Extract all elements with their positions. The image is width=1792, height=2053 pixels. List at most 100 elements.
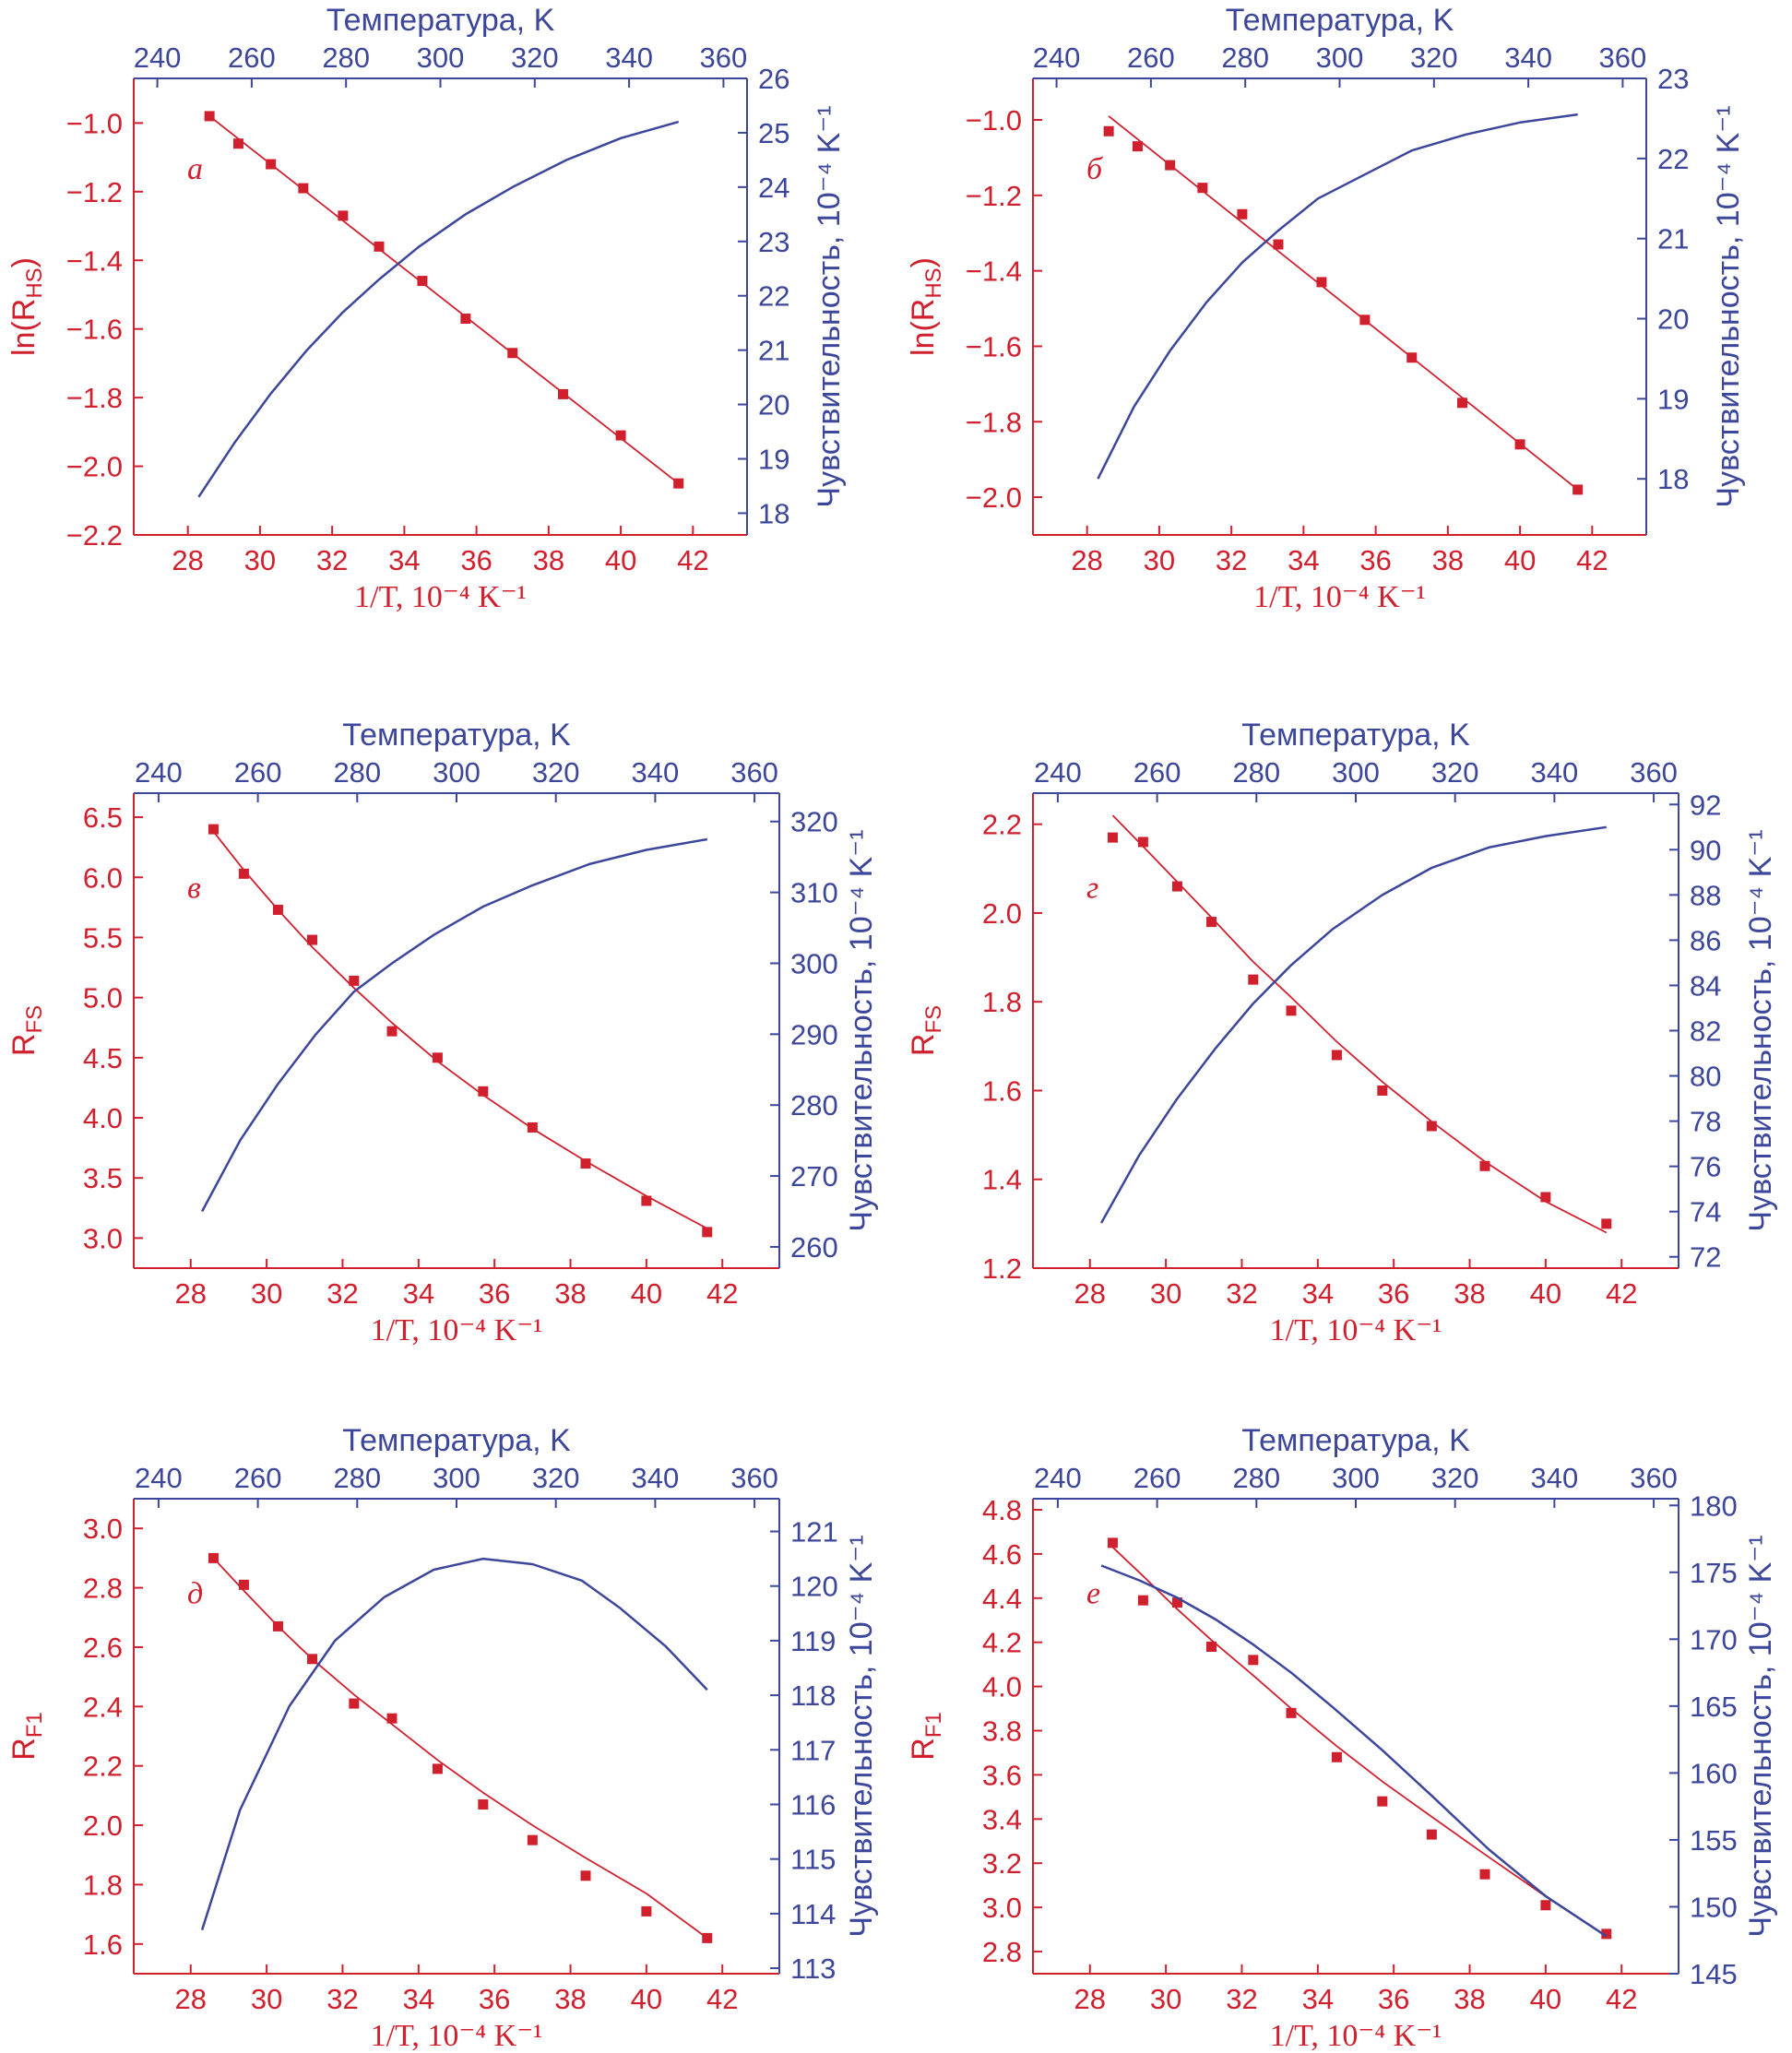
y-tick-label: −1.6 <box>966 330 1022 362</box>
x2-tick-label: 260 <box>1133 756 1181 789</box>
top-axis-title: Температура, K <box>326 3 555 38</box>
fit-curve <box>1108 115 1579 491</box>
y-tick-label: 1.2 <box>982 1252 1022 1285</box>
y-axis-title-main: R <box>906 1034 941 1057</box>
y2-tick-label: 25 <box>758 117 789 149</box>
data-point <box>1103 125 1114 136</box>
y-tick-label: 3.2 <box>982 1847 1022 1880</box>
panel-letter: е <box>1086 1576 1100 1610</box>
y2-tick-label: 165 <box>1690 1691 1738 1723</box>
x-tick-label: 40 <box>1530 1277 1561 1310</box>
y-axis-title: RF1 <box>906 1712 946 1761</box>
y-axis-title: ln(RHS) <box>906 257 946 356</box>
y2-tick-label: 22 <box>1657 143 1689 175</box>
y2-axis-title: Чувствительность, 10⁻⁴ K⁻¹ <box>1711 105 1746 507</box>
y-tick-label: 2.0 <box>982 897 1022 930</box>
y2-tick-label: 121 <box>790 1516 838 1549</box>
data-point <box>1479 1869 1490 1880</box>
x-tick-label: 42 <box>677 544 708 576</box>
data-point <box>1426 1829 1437 1840</box>
x-tick-label: 30 <box>1144 544 1175 576</box>
x2-tick-label: 240 <box>1034 1462 1082 1494</box>
x2-tick-label: 360 <box>700 42 748 74</box>
data-point <box>238 1579 249 1590</box>
y2-tick-label: 20 <box>758 389 789 421</box>
x-tick-label: 30 <box>244 544 276 576</box>
x2-tick-label: 300 <box>433 756 481 789</box>
x-tick-label: 42 <box>706 1277 738 1310</box>
data-point <box>1132 141 1143 152</box>
y2-tick-label: 150 <box>1690 1891 1738 1923</box>
x2-tick-label: 320 <box>511 42 559 74</box>
y-tick-label: −1.4 <box>66 244 123 277</box>
data-point <box>208 824 219 835</box>
x-tick-label: 28 <box>175 1277 207 1310</box>
y2-tick-label: 280 <box>790 1089 838 1121</box>
y2-axis-title: Чувствительность, 10⁻⁴ K⁻¹ <box>812 105 847 507</box>
data-point <box>1206 1641 1217 1652</box>
x-tick-label: 36 <box>1378 1983 1409 2015</box>
x-axis-title: 1/T, 10⁻⁴ K⁻¹ <box>1270 1313 1442 1347</box>
x2-tick-label: 260 <box>234 1462 282 1494</box>
y-tick-label: −1.8 <box>66 382 123 414</box>
x-tick-label: 30 <box>251 1983 282 2015</box>
x-tick-label: 34 <box>1302 1983 1334 2015</box>
panel-letter: г <box>1086 871 1098 905</box>
y2-tick-label: 19 <box>1657 383 1689 415</box>
x2-tick-label: 280 <box>322 42 370 74</box>
x-tick-label: 28 <box>1074 1277 1106 1310</box>
x-tick-label: 36 <box>1359 544 1391 576</box>
x-tick-label: 32 <box>326 1983 358 2015</box>
x2-tick-label: 340 <box>632 756 680 789</box>
y2-tick-label: 145 <box>1690 1958 1738 1990</box>
top-axis-title: Температура, K <box>1241 1423 1470 1458</box>
data-point <box>527 1834 538 1845</box>
data-point <box>432 1052 443 1063</box>
y2-tick-label: 116 <box>790 1788 836 1821</box>
data-point <box>641 1905 652 1917</box>
data-point <box>386 1713 398 1724</box>
data-point <box>349 1698 360 1709</box>
y-axis-title-suffix: ) <box>906 257 941 267</box>
y-axis-title: ln(RHS) <box>6 257 47 356</box>
data-point <box>641 1195 652 1206</box>
x2-tick-label: 300 <box>433 1462 481 1494</box>
x-tick-label: 40 <box>631 1277 662 1310</box>
x2-tick-label: 280 <box>333 756 381 789</box>
data-point <box>460 314 471 325</box>
x-tick-label: 32 <box>1226 1277 1257 1310</box>
y-axis-title-suffix: ) <box>6 257 42 267</box>
y2-tick-label: 21 <box>1657 223 1689 255</box>
y-tick-label: −2.0 <box>966 481 1022 514</box>
y2-tick-label: 92 <box>1690 789 1721 821</box>
fit-curve <box>1111 814 1608 1234</box>
fit-curve <box>1111 1547 1608 1938</box>
y2-tick-label: 72 <box>1690 1241 1721 1274</box>
sensitivity-curve <box>1100 1564 1608 1938</box>
y-tick-label: 1.8 <box>982 986 1022 1018</box>
y-axis-title: RF1 <box>6 1712 47 1761</box>
x-tick-label: 36 <box>479 1277 510 1310</box>
x2-tick-label: 300 <box>1316 42 1364 74</box>
y2-axis-title: Чувствительность, 10⁻⁴ K⁻¹ <box>844 1535 879 1937</box>
y2-tick-label: 76 <box>1690 1151 1721 1183</box>
y-tick-label: 4.2 <box>982 1627 1022 1659</box>
y-axis-title-main: ln(R <box>6 299 42 356</box>
y2-tick-label: 18 <box>758 497 789 529</box>
data-point <box>238 868 249 879</box>
y-tick-label: 1.6 <box>83 1928 123 1961</box>
sensitivity-curve <box>1100 825 1607 1224</box>
y-tick-label: 4.0 <box>83 1102 123 1134</box>
data-point <box>1540 1192 1551 1203</box>
y-tick-label: 4.5 <box>83 1042 123 1074</box>
y-tick-label: 2.8 <box>83 1572 123 1605</box>
x2-tick-label: 340 <box>1504 42 1552 74</box>
x-tick-label: 30 <box>1150 1277 1181 1310</box>
x-tick-label: 28 <box>172 544 203 576</box>
y-tick-label: −1.4 <box>966 255 1022 288</box>
x-axis-title: 1/T, 10⁻⁴ K⁻¹ <box>354 580 527 614</box>
data-point <box>1248 974 1259 985</box>
y2-tick-label: 74 <box>1690 1196 1721 1228</box>
data-point <box>386 1026 398 1037</box>
